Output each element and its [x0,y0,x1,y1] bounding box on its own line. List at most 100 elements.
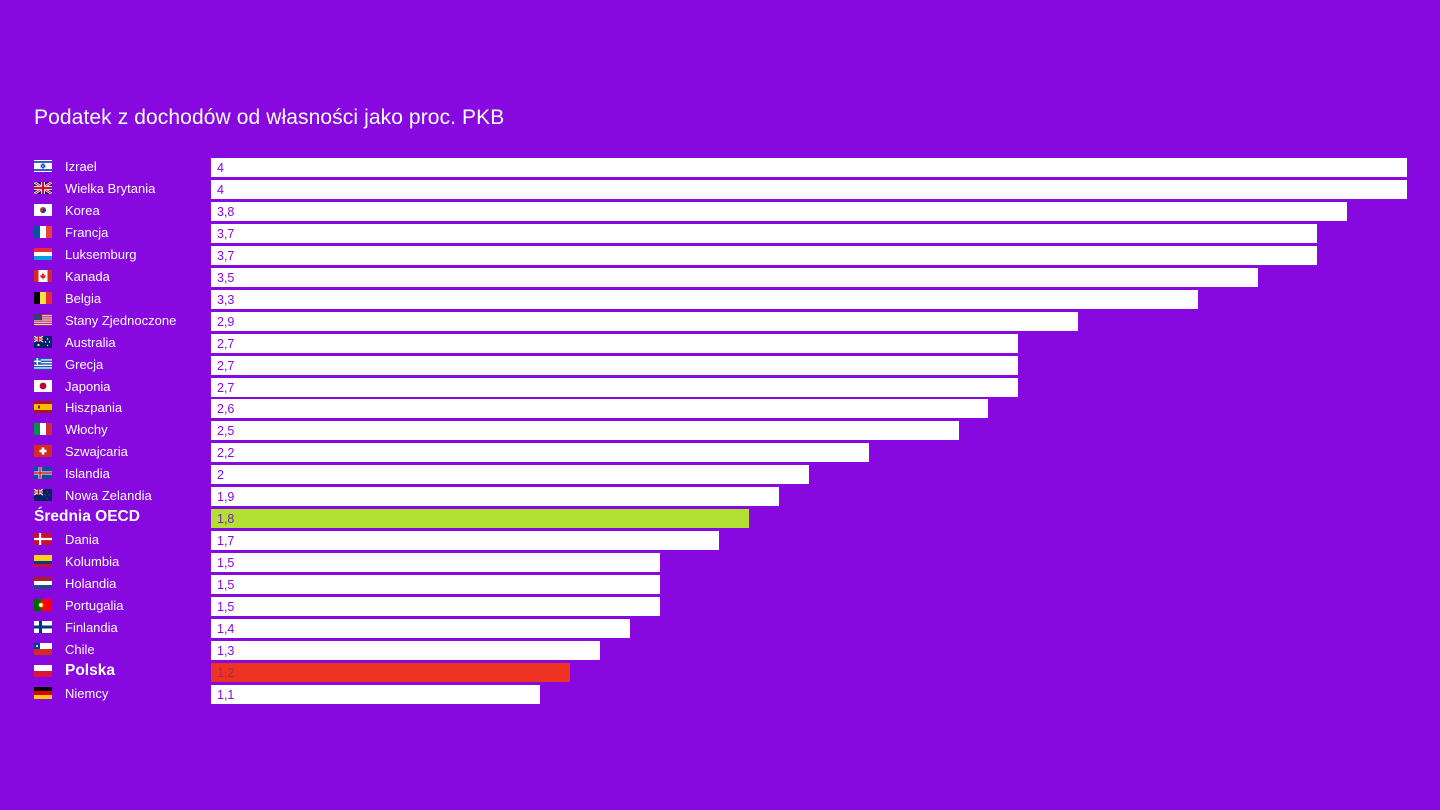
value-label: 1,1 [217,687,235,702]
category-label: Stany Zjednoczone [65,312,177,328]
australia-flag-icon [34,335,52,348]
category-label: Holandia [65,576,117,592]
denmark-flag-icon [34,533,52,546]
colombia-flag-icon [34,555,52,568]
bar [211,640,600,660]
bar-row-nowa-zelandia: Nowa Zelandia 1,9 [0,487,1440,507]
bar-row-szwajcaria: Szwajcaria 2,2 [0,443,1440,463]
category-label: Nowa Zelandia [65,488,152,504]
finland-flag-icon [34,620,52,633]
bar [211,201,1348,221]
chile-flag-icon [34,642,52,655]
bar [211,267,1258,287]
bar-row-wielka-brytania: Wielka Brytania 4 [0,179,1440,199]
japan-flag-icon [34,379,52,392]
value-label: 1,5 [217,556,235,571]
bar [211,179,1407,199]
bar-row-kolumbia: Kolumbia 1,5 [0,553,1440,573]
bar [211,158,1407,177]
bar [211,377,1019,397]
category-label: Australia [65,334,116,350]
value-label: 4 [217,161,224,175]
bar [211,421,959,441]
value-label: 3,7 [217,226,235,241]
category-label: Belgia [65,290,102,306]
value-label: 1,5 [217,600,235,614]
bar [211,223,1318,243]
category-label: Niemcy [65,685,109,701]
bar [211,662,570,682]
category-label: Kolumbia [65,554,120,570]
category-label: Kanada [65,268,110,284]
bar-row-francja: Francja 3,7 [0,223,1440,243]
value-label: 3,7 [217,248,235,263]
bar-row-holandia: Holandia 1,5 [0,575,1440,595]
value-label: 2,7 [217,358,235,373]
value-label: 1,9 [217,490,235,505]
category-label: Chile [65,641,95,657]
value-label: 2,2 [217,446,235,461]
bar [211,684,540,704]
bar-row-luksemburg: Luksemburg 3,7 [0,245,1440,265]
canada-flag-icon [34,269,52,282]
category-label: Polska [65,661,115,679]
category-label: Hiszpania [65,400,123,416]
bar-row-belgia: Belgia 3,3 [0,289,1440,309]
poland-flag-icon [34,664,52,677]
category-label: Wielka Brytania [65,180,156,196]
bar-row-hiszpania: Hiszpania 2,6 [0,399,1440,419]
value-label: 3,8 [217,204,235,219]
bar [211,509,750,529]
bar [211,443,869,463]
value-label: 2,9 [217,314,235,329]
bar [211,311,1079,331]
belgium-flag-icon [34,291,52,304]
category-label: Średnia OECD [34,508,140,526]
category-label: Islandia [65,466,110,482]
spain-flag-icon [34,401,52,414]
israel-flag-icon [34,160,52,172]
value-label: 3,5 [217,270,235,285]
bar-row-kanada: Kanada 3,5 [0,267,1440,287]
bar-row-islandia: Islandia 2 [0,465,1440,485]
category-label: Włochy [65,422,108,438]
category-label: Luksemburg [65,246,137,262]
value-label: 2 [217,468,224,483]
value-label: 4 [217,182,224,197]
bar-row-dania: Dania 1,7 [0,531,1440,551]
bar-row-chile: Chile 1,3 [0,640,1440,660]
category-label: Finlandia [65,619,118,635]
korea-flag-icon [34,203,52,216]
usa-flag-icon [34,313,52,326]
value-label: 1,3 [217,643,235,658]
iceland-flag-icon [34,467,52,480]
value-label: 2,7 [217,336,235,351]
bar [211,575,660,595]
bar [211,597,660,616]
value-label: 3,3 [217,292,235,307]
category-label: Francja [65,224,109,240]
category-label: Dania [65,532,99,548]
value-label: 1,7 [217,534,235,549]
bar [211,355,1019,375]
bar [211,618,630,638]
bar-row-portugalia: Portugalia 1,5 [0,597,1440,616]
value-label: 1,4 [217,621,235,636]
category-label: Japonia [65,378,111,394]
bar-row-wlochy: Włochy 2,5 [0,421,1440,441]
value-label: 1,8 [217,512,235,527]
bar-row-grecja: Grecja 2,7 [0,355,1440,375]
value-label: 1,5 [217,578,235,593]
portugal-flag-icon [34,599,52,611]
netherlands-flag-icon [34,577,52,590]
bar [211,289,1198,309]
bar-row-niemcy: Niemcy 1,1 [0,684,1440,704]
category-label: Korea [65,202,100,218]
bar-row-srednia-oecd: Średnia OECD 1,8 [0,508,1440,529]
switzerland-flag-icon [34,445,52,458]
luxembourg-flag-icon [34,247,52,260]
bar-row-japonia: Japonia 2,7 [0,377,1440,397]
france-flag-icon [34,225,52,238]
bar [211,399,989,419]
